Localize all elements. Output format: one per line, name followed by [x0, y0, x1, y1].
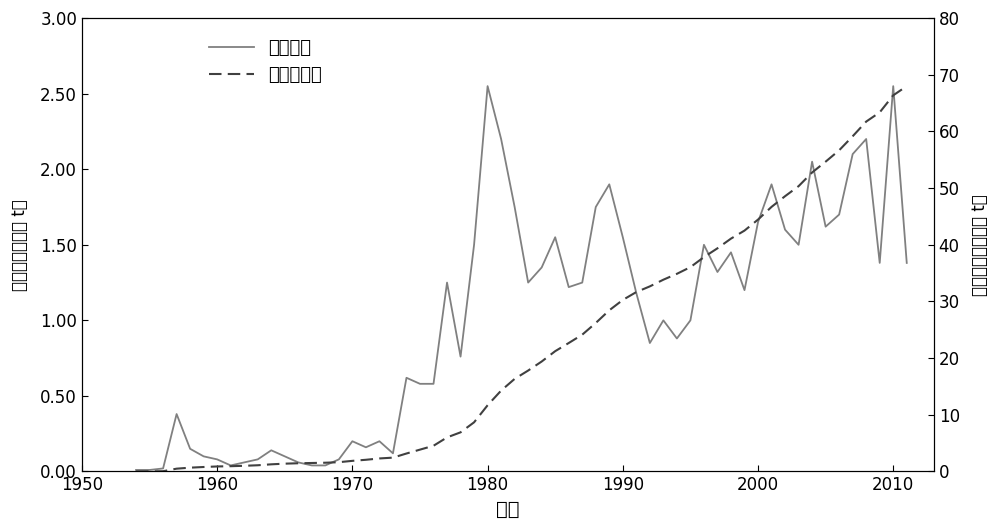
年拦沙量 [874, 260, 886, 266]
Line: 累积拦沙量: 累积拦沙量 [136, 86, 907, 471]
年拦沙量 [306, 462, 318, 469]
Line: 年拦沙量: 年拦沙量 [136, 86, 907, 470]
X-axis label: 年份: 年份 [496, 500, 520, 519]
年拦沙量 [319, 462, 331, 469]
累积拦沙量 [779, 193, 791, 199]
累积拦沙量 [644, 283, 656, 289]
累积拦沙量 [874, 109, 886, 116]
累积拦沙量 [698, 254, 710, 260]
年拦沙量 [793, 242, 805, 248]
年拦沙量 [711, 269, 723, 275]
年拦沙量 [482, 83, 494, 89]
年拦沙量 [130, 467, 142, 473]
累积拦沙量 [130, 468, 142, 474]
年拦沙量 [657, 317, 669, 323]
累积拦沙量 [319, 460, 331, 466]
累积拦沙量 [306, 460, 318, 466]
Legend: 年拦沙量, 累积拦沙量: 年拦沙量, 累积拦沙量 [202, 32, 330, 91]
累积拦沙量 [901, 83, 913, 89]
Y-axis label: 累积拦沙量／（亿 t）: 累积拦沙量／（亿 t） [971, 194, 989, 296]
Y-axis label: 年拦沙量／（亿 t）: 年拦沙量／（亿 t） [11, 199, 29, 290]
年拦沙量 [901, 260, 913, 266]
